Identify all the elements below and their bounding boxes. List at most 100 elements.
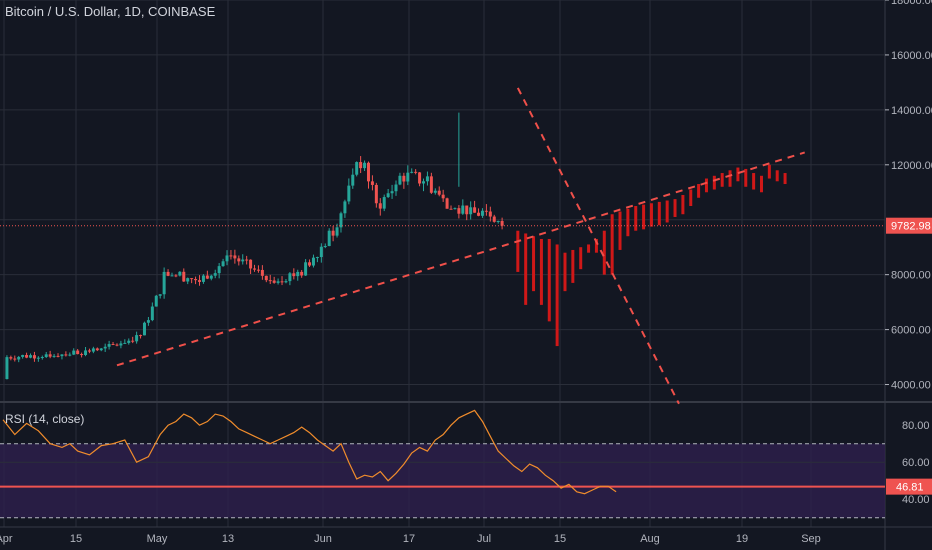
candle-body: [115, 344, 119, 346]
projection-bar: [759, 175, 763, 193]
candle-body: [166, 271, 170, 276]
candle-body: [123, 342, 127, 344]
candle-body: [323, 246, 327, 248]
candle-body: [437, 190, 441, 195]
projection-bar: [783, 173, 787, 185]
candle-body: [453, 208, 457, 210]
candle-body: [135, 335, 139, 342]
candle-body: [300, 271, 304, 276]
candle-body: [76, 350, 80, 355]
candle-body: [9, 357, 13, 359]
candle-body: [284, 281, 288, 283]
candle-body: [205, 275, 209, 279]
candle-body: [288, 273, 292, 282]
time-tick-label: Jun: [314, 533, 332, 545]
candle-body: [386, 193, 390, 198]
candle-body: [158, 294, 162, 296]
candle-body: [237, 258, 241, 262]
candle-body: [107, 344, 111, 347]
candle-body: [378, 203, 382, 209]
candle-body: [390, 191, 394, 194]
candle-body: [296, 271, 300, 277]
rsi-current-label: 46.81: [896, 482, 924, 494]
candle-body: [186, 278, 190, 282]
rsi-title: RSI (14, close): [5, 412, 85, 426]
candle-body: [99, 348, 103, 351]
candle-body: [32, 355, 36, 359]
projection-bar: [602, 230, 606, 275]
candle-body: [233, 255, 237, 259]
rsi-line: [2, 409, 617, 495]
projection-bar: [767, 164, 771, 179]
candle-body: [272, 280, 276, 283]
candle-body: [178, 271, 182, 276]
candle-body: [280, 281, 284, 283]
projection-bar: [594, 238, 598, 253]
projection-bar: [626, 208, 630, 237]
price-tick-label: 14000.00: [891, 105, 932, 117]
candle-body: [221, 261, 225, 267]
projection-bar: [657, 201, 661, 226]
projection-bar: [736, 167, 740, 182]
rsi-tick-label: 80.00: [902, 420, 930, 432]
candle-body: [245, 259, 249, 261]
candle-body: [500, 221, 504, 226]
candle-body: [418, 172, 422, 184]
candle-body: [268, 280, 272, 282]
projection-bar: [610, 214, 614, 275]
candle-body: [473, 207, 477, 213]
candle-body: [5, 357, 9, 380]
candle-body: [355, 162, 359, 175]
projection-bar: [587, 244, 591, 253]
projection-bar: [563, 252, 567, 292]
candle-body: [492, 216, 496, 222]
candle-body: [44, 354, 48, 357]
time-tick-label: 15: [70, 533, 82, 545]
candle-body: [182, 271, 186, 282]
candle-body: [429, 176, 433, 193]
projection-bar: [704, 178, 708, 193]
candle-body: [194, 279, 198, 281]
time-tick-label: 17: [403, 533, 415, 545]
time-tick-label: Aug: [640, 533, 660, 545]
candle-body: [25, 354, 29, 358]
candle-body: [52, 355, 56, 357]
candle-body: [56, 355, 60, 357]
candle-body: [80, 354, 84, 356]
projection-bar: [579, 247, 583, 270]
candle-body: [422, 181, 426, 184]
candle-body: [477, 212, 481, 216]
projection-bar: [571, 249, 575, 283]
candle-body: [410, 171, 414, 173]
projection-bar: [681, 195, 685, 215]
candle-body: [260, 269, 264, 276]
candle-body: [217, 266, 221, 274]
candle-body: [84, 350, 88, 356]
projection-bar: [775, 170, 779, 182]
projection-bar: [697, 184, 701, 198]
candle-body: [170, 275, 174, 277]
candle-body: [111, 344, 115, 346]
time-axis: Apr 15 May 13 Jun 17 Jul 15 Aug 19 Sep: [0, 533, 821, 545]
candle-body: [154, 295, 158, 307]
candle-body: [414, 171, 418, 173]
time-tick-label: 13: [222, 533, 234, 545]
projection-bar: [532, 236, 536, 292]
candle-body: [17, 356, 21, 360]
rsi-tick-label: 40.00: [902, 494, 930, 506]
candle-body: [68, 354, 72, 356]
candle-body: [72, 350, 76, 355]
candle-body: [370, 181, 374, 185]
candle-body: [315, 257, 319, 259]
candle-body: [91, 348, 95, 352]
trendline: [116, 151, 806, 367]
candle-body: [29, 355, 33, 358]
projection-bar: [752, 173, 756, 190]
rsi-band: [0, 443, 885, 518]
candle-body: [264, 275, 268, 281]
candle-body: [201, 275, 205, 282]
last-price-badge: [886, 217, 932, 234]
price-tick-label: 6000.00: [891, 325, 931, 337]
